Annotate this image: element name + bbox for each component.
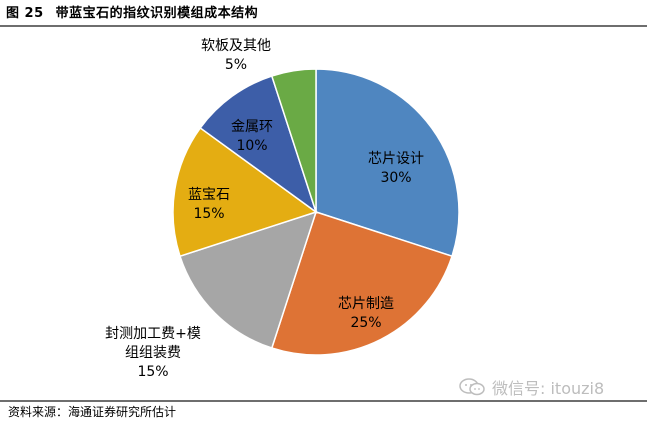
slice-value-label: 10% xyxy=(236,138,267,154)
slice-value-label: 5% xyxy=(225,57,247,73)
slice-label: 芯片设计 xyxy=(368,151,424,167)
slice-label: 封测加工费+模 xyxy=(105,326,201,342)
slice-value-label: 30% xyxy=(380,170,411,186)
slice-value-label: 15% xyxy=(193,206,224,222)
slice-label: 芯片制造 xyxy=(338,296,394,312)
wechat-watermark: 微信号: itouzi8 xyxy=(458,375,604,399)
bottom-rule xyxy=(0,400,647,402)
pie-slice xyxy=(179,210,318,349)
pie-slice xyxy=(270,68,317,213)
pie-slices xyxy=(172,68,460,356)
wechat-icon xyxy=(459,378,485,396)
slice-value-label: 15% xyxy=(137,364,168,380)
figure-title: 图 25 带蓝宝石的指纹识别模组成本结构 xyxy=(6,2,258,21)
source-note: 资料来源：海通证券研究所估计 xyxy=(8,405,177,419)
slice-label: 组组装费 xyxy=(125,345,181,361)
figure-title-text: 带蓝宝石的指纹识别模组成本结构 xyxy=(55,6,259,21)
slice-label: 软板及其他 xyxy=(201,38,271,54)
figure-number: 图 25 xyxy=(6,6,44,21)
pie-slice xyxy=(199,75,318,214)
pie-slice xyxy=(315,68,460,258)
slice-label: 金属环 xyxy=(231,119,273,135)
slice-value-label: 25% xyxy=(350,315,381,331)
pie-slice xyxy=(270,211,453,356)
watermark-text: 微信号: itouzi8 xyxy=(492,379,605,398)
slice-label: 蓝宝石 xyxy=(188,187,230,203)
top-rule xyxy=(0,25,647,27)
pie-slice xyxy=(172,126,318,258)
